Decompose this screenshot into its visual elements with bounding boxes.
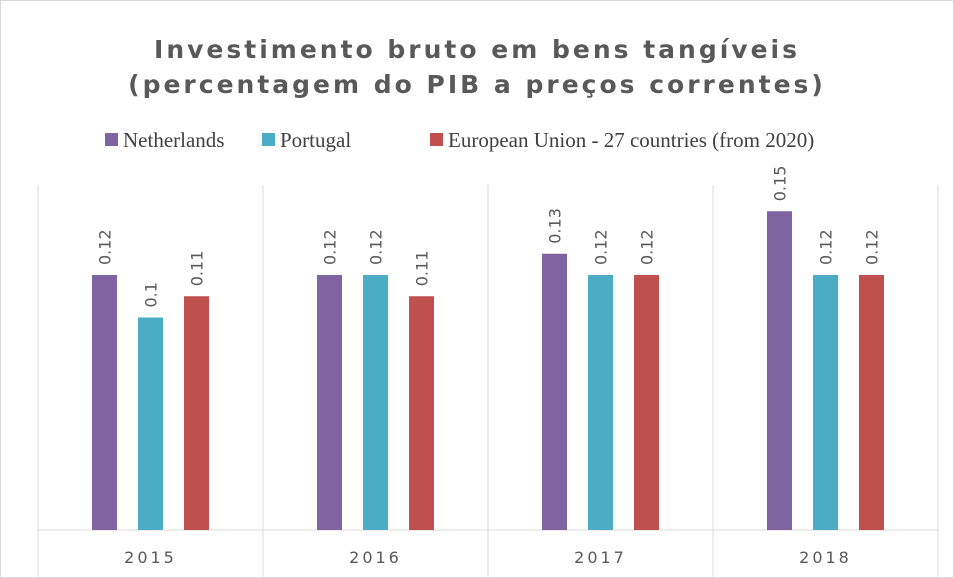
legend-swatch [430,133,443,146]
data-label: 0.12 [863,229,882,265]
data-label: 0.15 [771,166,790,202]
legend-label: European Union - 27 countries (from 2020… [448,128,814,152]
legend-swatch [105,133,118,146]
bar [767,211,792,530]
data-label: 0.12 [592,229,611,265]
x-tick-label: 2017 [574,548,627,567]
legend-label: Portugal [280,128,351,152]
data-label: 0.12 [321,229,340,265]
x-tick-label: 2015 [124,548,177,567]
data-label: 0.12 [817,229,836,265]
bar [184,296,209,530]
bar [317,275,342,530]
bar [409,296,434,530]
x-tick-label: 2016 [349,548,402,567]
bar [813,275,838,530]
bar [859,275,884,530]
data-label: 0.11 [188,251,207,287]
bar [92,275,117,530]
data-label: 0.13 [546,208,565,244]
data-label: 0.1 [142,282,161,307]
data-label: 0.12 [367,229,386,265]
data-label: 0.12 [638,229,657,265]
chart-title: (percentagem do PIB a preços correntes) [128,70,826,99]
chart-title: Investimento bruto em bens tangíveis [154,35,800,64]
legend-label: Netherlands [123,128,224,152]
data-label: 0.12 [96,229,115,265]
bar [634,275,659,530]
x-tick-label: 2018 [799,548,852,567]
legend-swatch [262,133,275,146]
data-label: 0.11 [413,251,432,287]
bar [588,275,613,530]
bar [542,253,567,530]
bar [363,275,388,530]
bar [138,317,163,530]
